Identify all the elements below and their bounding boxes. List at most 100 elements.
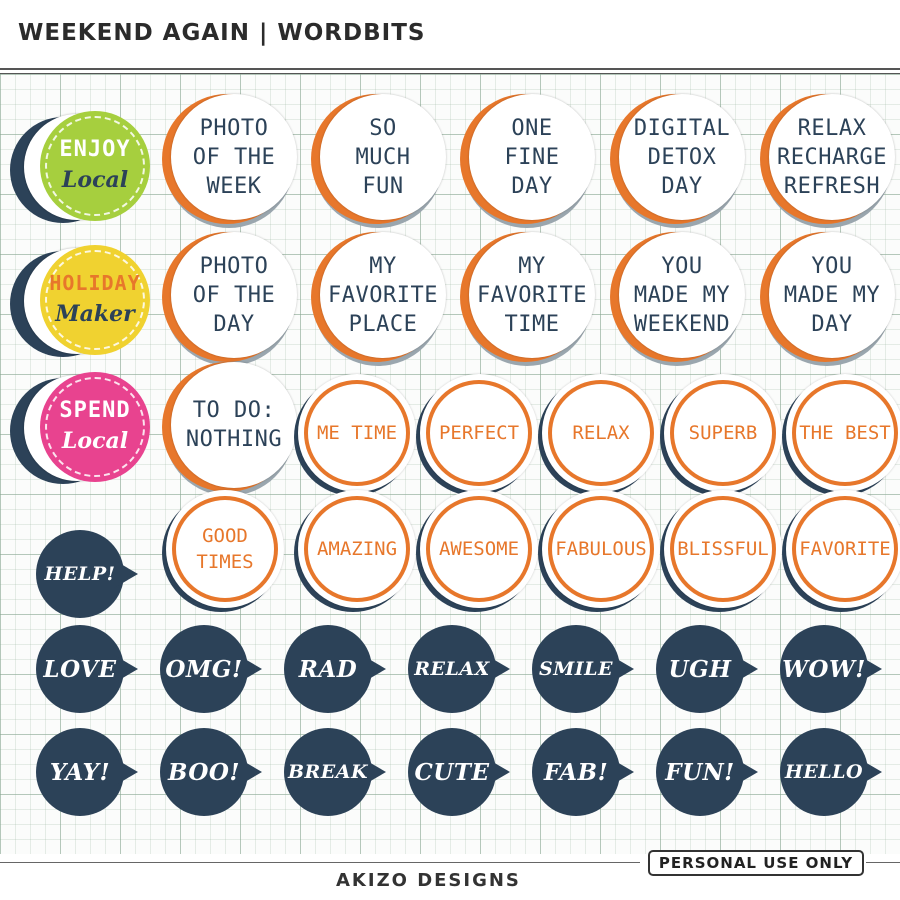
badge-bottom-text: Maker [55, 301, 135, 327]
bubble-tail [362, 655, 386, 683]
bubble-circle [36, 530, 124, 618]
sticker-face-white [469, 94, 595, 220]
footer-rule-left [0, 862, 640, 863]
sticker-text: MY FAVORITE TIME [477, 253, 587, 337]
grid-paper-background [0, 74, 900, 854]
speech-bubble: YAY! [36, 728, 142, 818]
bubble-text: FUN! [665, 758, 735, 786]
ring-sticker: AWESOME [414, 490, 540, 614]
white-sticker: PHOTO OF THE DAY [158, 232, 300, 370]
sticker-face-white [674, 384, 772, 482]
speech-bubble: HELLO [780, 728, 886, 818]
license-label: PERSONAL USE ONLY [648, 850, 864, 876]
sticker-text: BLISSFUL [677, 538, 769, 560]
sticker-face-white [674, 500, 772, 598]
badge-enjoy-local: ENJOY Local [10, 111, 155, 226]
sticker-text: ONE FINE DAY [504, 115, 560, 199]
white-sticker: MY FAVORITE PLACE [307, 232, 449, 370]
badge-top-text: ENJOY [59, 137, 131, 162]
sticker-text: AWESOME [438, 538, 520, 560]
bubble-circle [284, 728, 372, 816]
bubble-text: RAD [298, 655, 358, 683]
bubble-text: WOW! [782, 655, 866, 683]
badge-bottom-text: Local [61, 428, 129, 454]
ring-sticker: GOOD TIMES [160, 490, 286, 614]
white-sticker: RELAX RECHARGE REFRESH [756, 94, 898, 232]
sticker-text: PHOTO OF THE WEEK [192, 115, 276, 199]
white-sticker: YOU MADE MY WEEKEND [606, 232, 748, 370]
bubble-tail [114, 560, 138, 588]
white-sticker: SO MUCH FUN [307, 94, 449, 232]
bubble-tail [238, 758, 262, 786]
bubble-text: CUTE [414, 758, 490, 786]
sticker-face-white [171, 362, 297, 488]
sticker-text: YOU MADE MY DAY [783, 253, 881, 337]
bubble-tail [858, 655, 882, 683]
bubble-tail [610, 758, 634, 786]
bubble-circle [780, 625, 868, 713]
speech-bubble: BOO! [160, 728, 266, 818]
white-sticker: MY FAVORITE TIME [456, 232, 598, 370]
sticker-face-white [176, 500, 274, 598]
bubble-tail [610, 655, 634, 683]
sticker-face-white [552, 500, 650, 598]
sticker-face-white [552, 384, 650, 482]
bubble-tail [114, 758, 138, 786]
white-sticker: DIGITAL DETOX DAY [606, 94, 748, 232]
bubble-circle [656, 728, 744, 816]
speech-bubble: LOVE [36, 625, 142, 715]
bubble-text: RELAX [414, 658, 490, 680]
bubble-tail [858, 758, 882, 786]
bubble-tail [114, 655, 138, 683]
sticker-face-white [619, 232, 745, 358]
bubble-circle [780, 728, 868, 816]
bubble-text: BOO! [167, 758, 241, 786]
badge-bottom-text: Local [61, 167, 129, 193]
sticker-face-white [769, 94, 895, 220]
sticker-face-white [769, 232, 895, 358]
sticker-text: THE BEST [799, 422, 891, 444]
sticker-text: YOU MADE MY WEEKEND [633, 253, 731, 337]
bubble-circle [284, 625, 372, 713]
ring-sticker: PERFECT [414, 374, 540, 498]
bubble-tail [486, 758, 510, 786]
ring-sticker: FABULOUS [536, 490, 662, 614]
bubble-tail [362, 758, 386, 786]
bubble-circle [160, 625, 248, 713]
sticker-face-white [171, 232, 297, 358]
speech-bubble: RELAX [408, 625, 514, 715]
brand-name: AKIZO DESIGNS [336, 870, 521, 891]
bubble-text: FAB! [543, 758, 609, 786]
speech-bubble: FAB! [532, 728, 638, 818]
speech-bubble: HELP! [36, 530, 142, 620]
badge-face [40, 245, 150, 355]
sticker-face-white [320, 232, 446, 358]
bubble-text: UGH [668, 655, 732, 683]
bubble-circle [36, 728, 124, 816]
badge-face [40, 111, 150, 221]
speech-bubble: WOW! [780, 625, 886, 715]
bubble-text: OMG! [165, 655, 243, 683]
sticker-text: SO MUCH FUN [355, 115, 411, 199]
bubble-circle [532, 625, 620, 713]
white-sticker: TO DO: NOTHING [158, 362, 300, 500]
sticker-face-white [796, 500, 894, 598]
sticker-face-white [430, 500, 528, 598]
ring-sticker: BLISSFUL [658, 490, 784, 614]
sticker-text: RELAX RECHARGE REFRESH [777, 115, 887, 199]
speech-bubble: UGH [656, 625, 762, 715]
sticker-face-white [308, 500, 406, 598]
badge-face [40, 372, 150, 482]
bubble-text: HELP! [44, 563, 116, 585]
sticker-face-white [796, 384, 894, 482]
badge-top-text: SPEND [59, 398, 131, 423]
speech-bubble: CUTE [408, 728, 514, 818]
sticker-text: SUPERB [688, 422, 758, 444]
bubble-circle [532, 728, 620, 816]
bubble-text: SMILE [539, 658, 613, 680]
sticker-text: FABULOUS [555, 538, 647, 560]
white-sticker: YOU MADE MY DAY [756, 232, 898, 370]
badge-top-text: HOLIDAY [49, 271, 141, 295]
white-sticker: PHOTO OF THE WEEK [158, 94, 300, 232]
